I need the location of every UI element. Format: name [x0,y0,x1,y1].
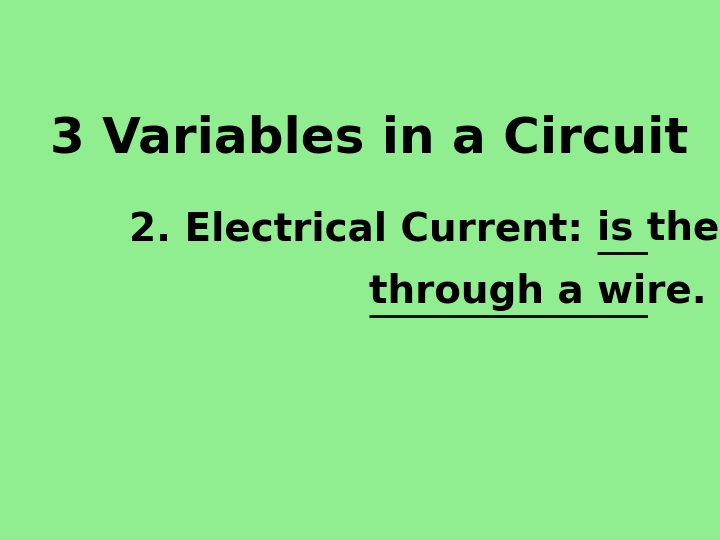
Text: is the flow of charges: is the flow of charges [597,210,720,248]
Text: through a wire. (I): through a wire. (I) [369,273,720,310]
Text: 3 Variables in a Circuit: 3 Variables in a Circuit [50,114,688,163]
Text: 2. Electrical Current:: 2. Electrical Current: [129,210,597,248]
